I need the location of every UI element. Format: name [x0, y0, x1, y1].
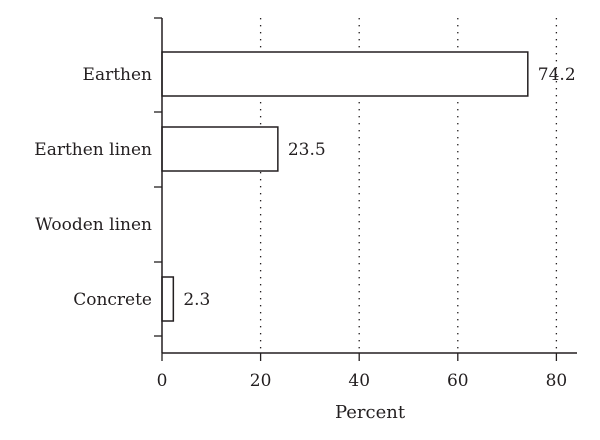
x-tick-label-20: 20: [250, 371, 272, 391]
data-label: 23.5: [288, 140, 326, 160]
category-label: Earthen linen: [34, 140, 152, 160]
data-label: 2.3: [183, 290, 210, 310]
axes: [161, 18, 577, 354]
x-tick-label-80: 80: [546, 371, 568, 391]
x-tick-label-40: 40: [348, 371, 370, 391]
data-label: 74.2: [538, 65, 576, 85]
bar: [161, 276, 175, 322]
x-tick-label-0: 0: [157, 371, 168, 391]
category-label: Concrete: [73, 290, 152, 310]
bar: [161, 126, 279, 172]
bars: [161, 51, 529, 322]
x-axis-ticks: 0 20 40 60 80: [154, 17, 568, 391]
category-label: Earthen: [83, 65, 153, 85]
bar: [161, 51, 529, 97]
x-tick-label-60: 60: [447, 371, 469, 391]
data-labels: 74.2 23.5 2.3: [183, 65, 575, 310]
x-axis-title: Percent: [335, 402, 406, 423]
category-labels: Earthen Earthen linen Wooden linen Concrete: [34, 65, 152, 310]
category-label: Wooden linen: [35, 215, 152, 235]
